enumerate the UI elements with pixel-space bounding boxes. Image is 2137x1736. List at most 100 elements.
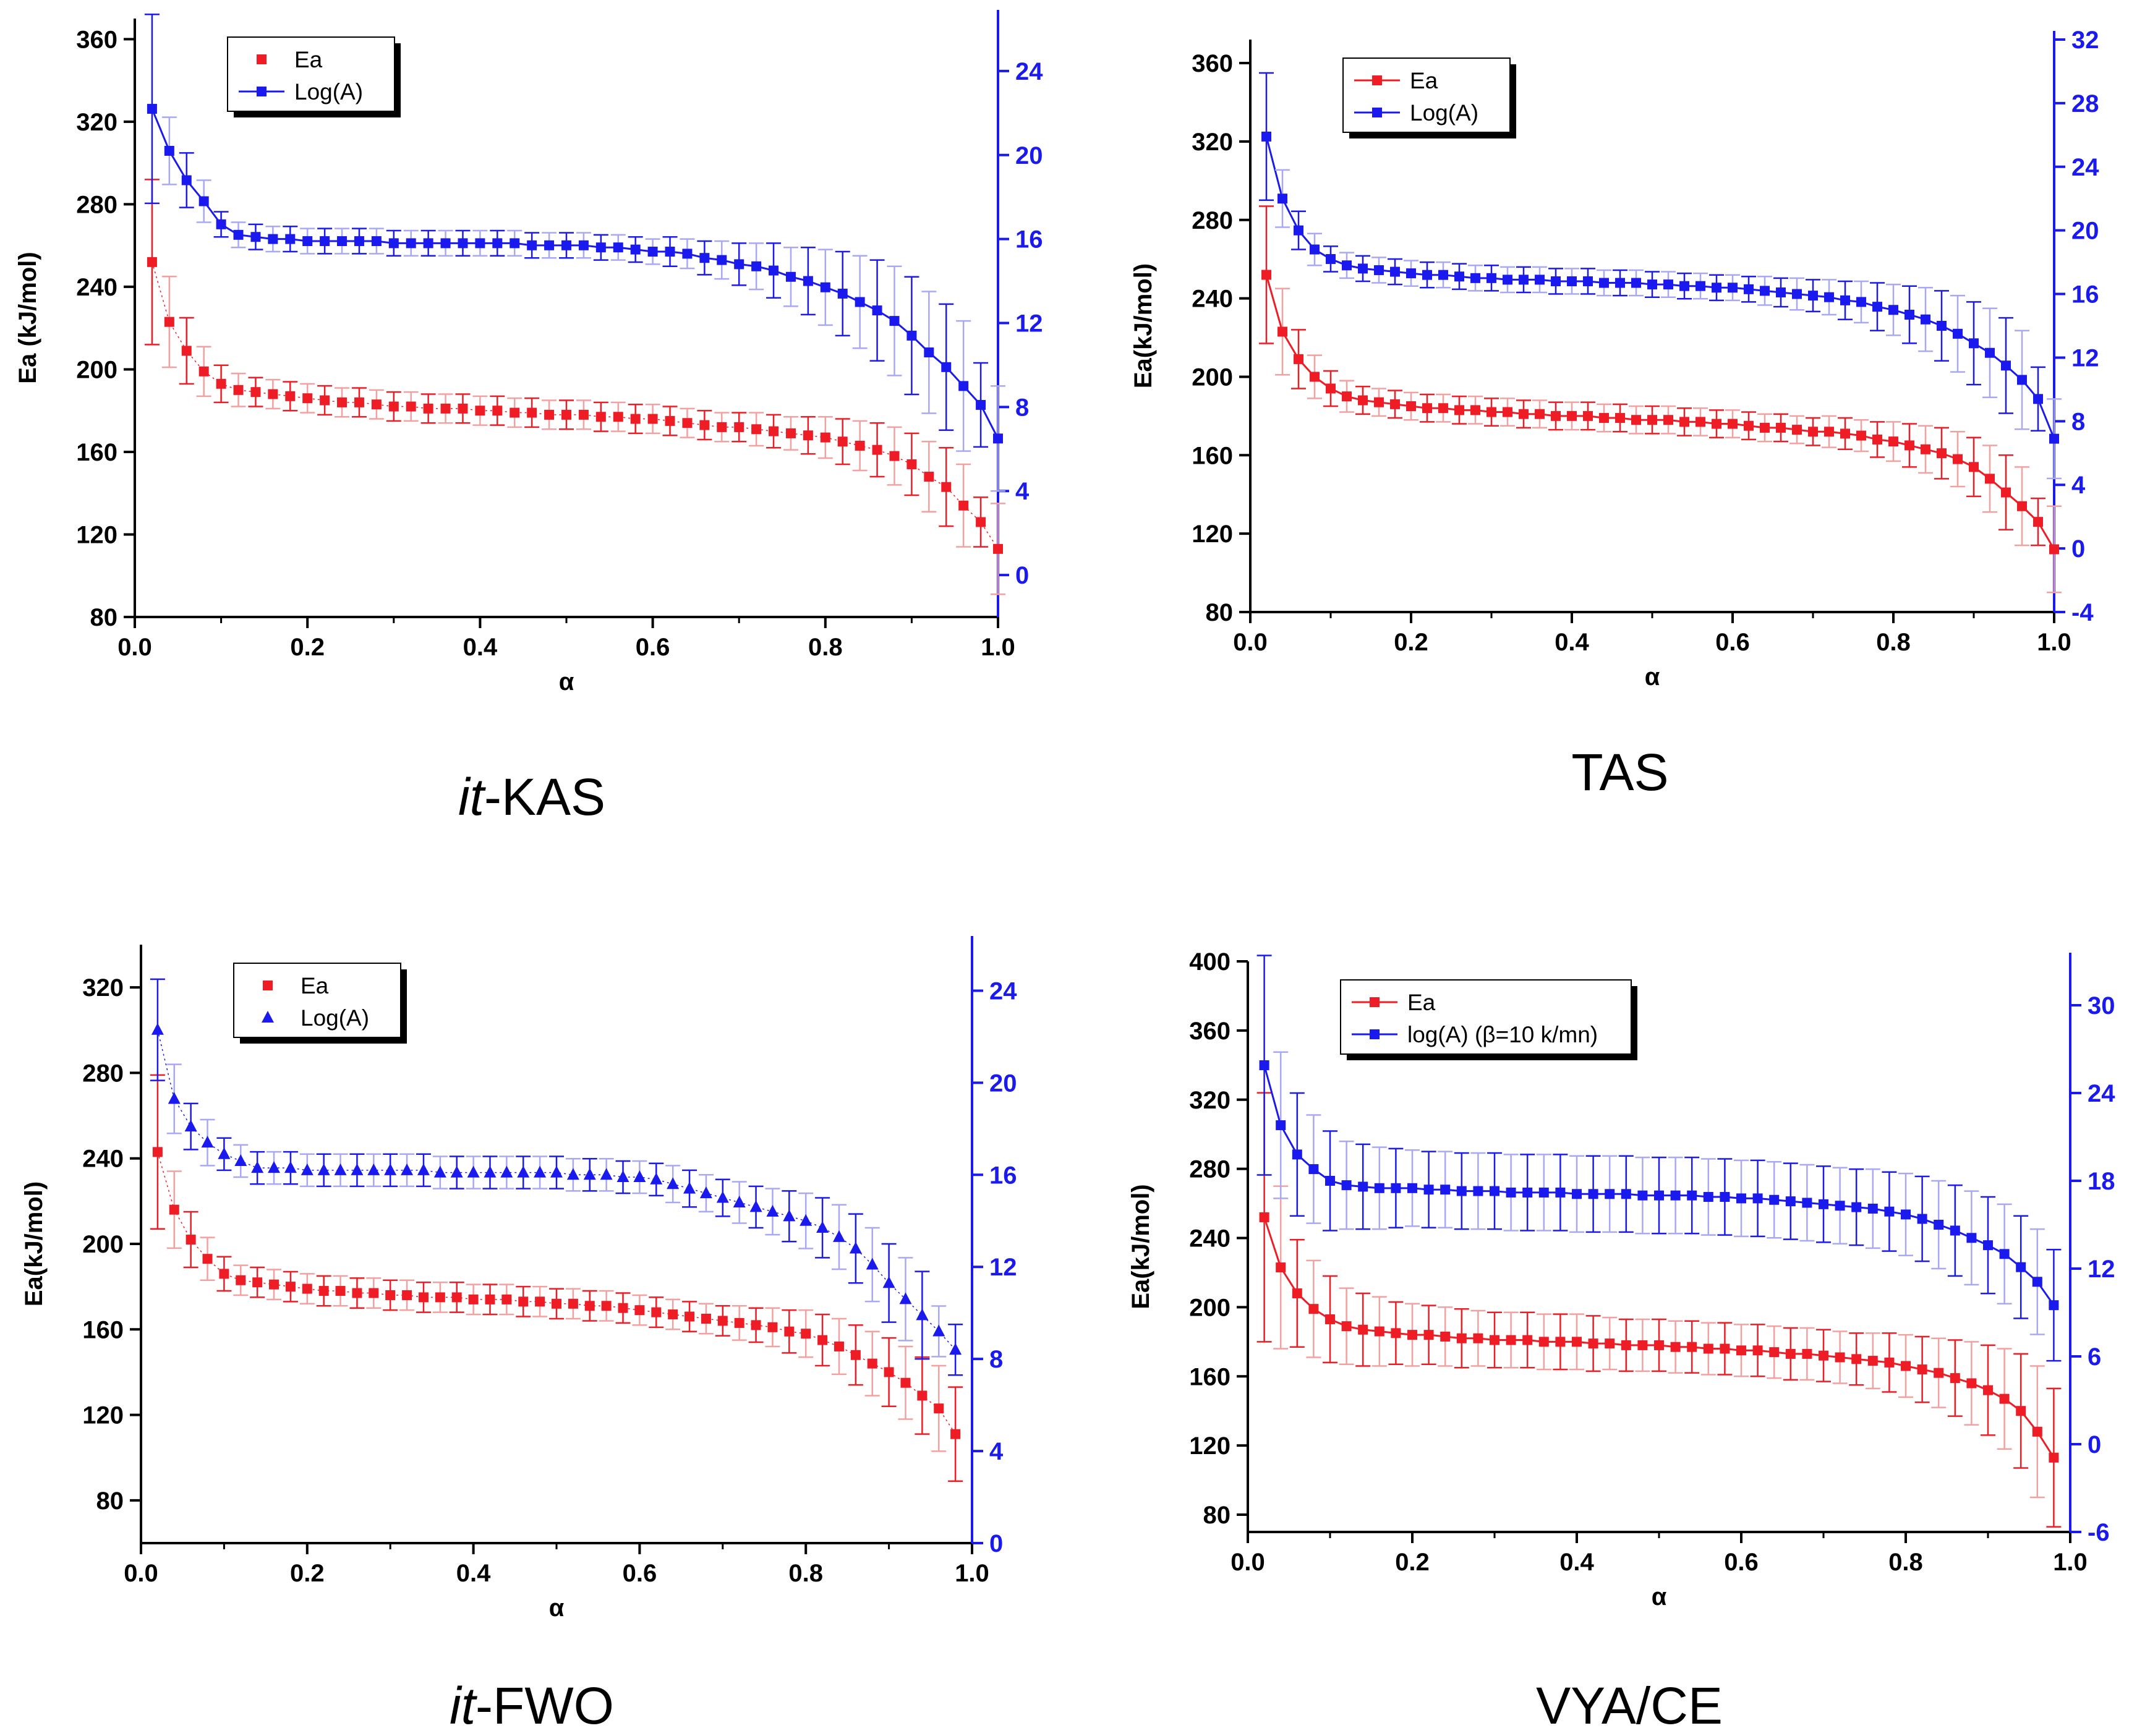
x-tick-label: 0.8 — [808, 634, 843, 661]
data-point — [371, 399, 382, 410]
data-point — [1888, 436, 1898, 447]
data-point — [1953, 328, 1963, 339]
data-point — [351, 1163, 364, 1175]
x-tick-label: 0.0 — [1233, 629, 1268, 656]
data-point — [1342, 260, 1352, 271]
data-point — [785, 271, 796, 282]
data-point — [934, 1403, 944, 1414]
data-point — [595, 242, 606, 253]
y2-tick-label: 20 — [1015, 142, 1043, 169]
data-point — [1621, 1189, 1631, 1199]
data-point — [406, 238, 416, 249]
data-point — [198, 366, 209, 377]
data-point — [1572, 1337, 1582, 1347]
y-tick-label: 200 — [1192, 364, 1233, 391]
data-point — [1583, 411, 1593, 421]
data-point — [1983, 1240, 1993, 1251]
data-point — [2001, 360, 2011, 371]
data-point — [1937, 321, 1947, 331]
data-point — [618, 1303, 628, 1313]
y-tick-label: 160 — [76, 439, 117, 466]
data-point — [534, 1165, 547, 1178]
data-point — [578, 409, 589, 420]
caption-text-part: -FWO — [476, 1677, 614, 1735]
data-point — [352, 1288, 362, 1298]
data-point — [218, 1147, 231, 1159]
series-line — [1265, 136, 2055, 440]
data-point — [1358, 395, 1368, 406]
data-point — [701, 1314, 711, 1324]
series-ea — [1259, 205, 2062, 594]
data-point — [371, 236, 382, 247]
y-tick-label: 80 — [90, 604, 118, 631]
y2-tick-label: 12 — [1015, 310, 1043, 337]
y2-tick-label: 4 — [1015, 478, 1030, 505]
data-point — [1703, 1192, 1713, 1202]
legend-label: Log(A) — [1410, 100, 1478, 126]
data-point — [1921, 444, 1930, 454]
legend-label: Log(A) — [294, 79, 363, 104]
caption-text-part: -KAS — [484, 768, 605, 826]
data-point — [1278, 326, 1287, 337]
data-point — [268, 234, 278, 244]
data-point — [820, 432, 830, 443]
y2-tick-label: 12 — [2071, 344, 2099, 372]
data-point — [1407, 1183, 1417, 1193]
y-tick-label: 240 — [82, 1146, 124, 1173]
data-point — [236, 1275, 246, 1285]
data-point — [867, 1358, 877, 1369]
x-tick-label: 0.6 — [1715, 629, 1750, 656]
data-point — [1407, 1330, 1417, 1340]
data-point — [1423, 1185, 1434, 1195]
series-loga — [144, 13, 1005, 492]
data-point — [1341, 1180, 1352, 1191]
data-point — [301, 1163, 314, 1175]
data-point — [1776, 422, 1786, 433]
data-point — [803, 276, 813, 286]
data-point — [866, 1257, 879, 1270]
y-tick-label: 320 — [1192, 129, 1233, 156]
data-point — [1308, 1164, 1319, 1175]
x-tick-label: 0.6 — [1724, 1549, 1759, 1576]
data-point — [785, 428, 796, 438]
y-tick-label: 120 — [1189, 1432, 1231, 1460]
data-point — [601, 1301, 612, 1311]
x-tick-label: 0.8 — [1888, 1549, 1923, 1576]
data-point — [1679, 417, 1689, 427]
data-point — [716, 1191, 729, 1203]
data-point — [284, 1161, 297, 1173]
data-point — [1670, 1342, 1681, 1352]
caption-italic-part: it — [450, 1677, 478, 1735]
data-point — [1937, 448, 1947, 459]
data-point — [1696, 417, 1705, 427]
data-point — [354, 397, 364, 407]
data-point — [1921, 314, 1930, 325]
data-point — [384, 1163, 397, 1175]
data-point — [1374, 1326, 1384, 1337]
data-point — [976, 517, 986, 527]
data-point — [2049, 1452, 2059, 1463]
data-point — [1884, 1206, 1895, 1217]
data-point — [1934, 1368, 1944, 1378]
data-point — [1310, 244, 1320, 255]
data-point — [667, 1177, 680, 1189]
data-point — [1819, 1199, 1828, 1209]
data-point — [900, 1377, 911, 1388]
y-tick-label: 280 — [1192, 207, 1233, 234]
data-point — [665, 415, 675, 426]
data-point — [1454, 271, 1464, 282]
data-point — [1969, 338, 1979, 349]
data-point — [1506, 1187, 1516, 1198]
data-point — [367, 1163, 380, 1175]
data-point — [252, 1277, 263, 1288]
data-point — [1341, 1321, 1352, 1332]
data-point — [1583, 276, 1593, 286]
data-point — [630, 244, 641, 255]
data-point — [1326, 383, 1336, 394]
y-tick-label: 400 — [1189, 948, 1231, 976]
y2-tick-label: 28 — [2071, 90, 2099, 117]
data-point — [889, 316, 900, 326]
legend-marker — [1370, 997, 1380, 1007]
data-point — [634, 1305, 645, 1316]
data-point — [467, 1165, 480, 1178]
